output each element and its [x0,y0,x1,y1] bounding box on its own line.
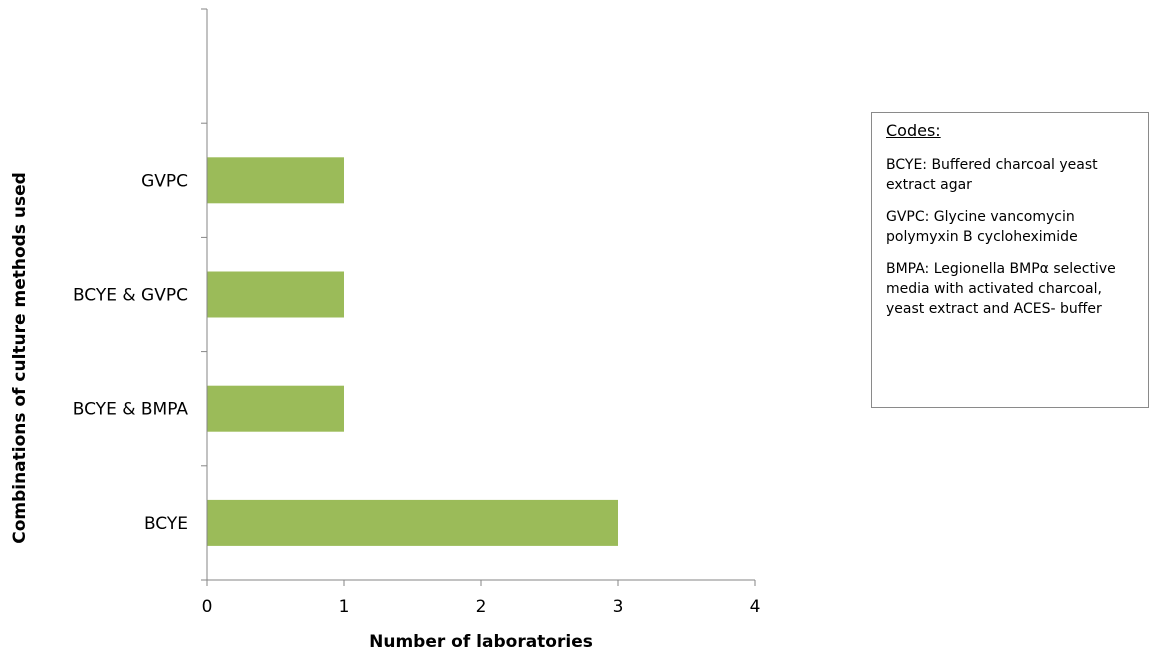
category-label: GVPC [141,171,188,191]
x-axis-title: Number of laboratories [369,632,593,652]
codes-legend-box: Codes: BCYE: Buffered charcoal yeast ext… [871,112,1149,408]
bars-group [207,157,618,546]
x-tick-label: 1 [339,597,350,617]
bar [207,271,344,318]
x-tick-label: 0 [202,597,213,617]
y-ticks-group [201,8,207,581]
x-tick-label: 3 [613,597,624,617]
bar [207,157,344,204]
codes-title: Codes: [886,121,941,140]
category-label: BCYE & GVPC [73,286,188,306]
y-axis-title: Combinations of culture methods used [10,172,30,544]
bar [207,385,344,432]
category-labels-group: BCYE BCYE & BMPA BCYE & GVPC GVPC [73,171,189,534]
x-tick-labels-group: 0 1 2 3 4 [202,597,761,617]
code-entry-bcye: BCYE: Buffered charcoal yeast extract ag… [886,157,1098,193]
category-label: BCYE & BMPA [73,400,189,420]
bar-chart: BCYE BCYE & BMPA BCYE & GVPC GVPC 0 1 2 3 4 Num… [10,8,761,652]
x-tick-label: 2 [476,597,487,617]
bar [207,499,618,546]
x-ticks-group [206,580,756,586]
category-label: BCYE [144,514,188,534]
x-tick-label: 4 [750,597,761,617]
code-entry-bmpa: BMPA: Legionella BMPα selective media wi… [886,261,1116,317]
code-entry-gvpc: GVPC: Glycine vancomycin polymyxin B cyc… [886,209,1078,245]
